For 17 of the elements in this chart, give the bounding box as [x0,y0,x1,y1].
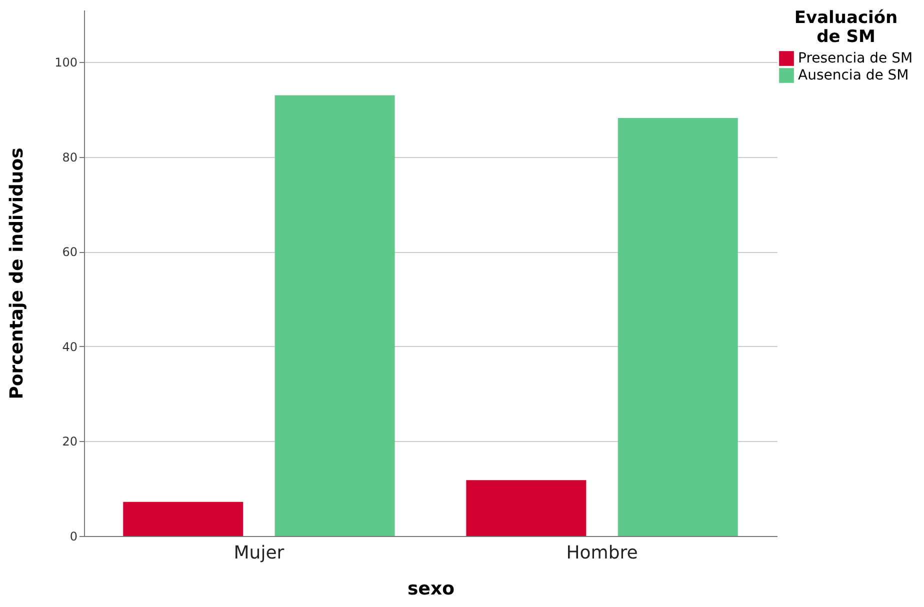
bar [123,502,244,536]
legend-label: Ausencia de SM [798,68,909,84]
x-axis-title: sexo [408,578,454,600]
x-tick-label: Hombre [566,542,638,564]
bar [274,95,395,536]
legend-label: Presencia de SM [798,50,913,66]
legend-title: Evaluación de SM [794,8,898,47]
bar [466,480,586,536]
y-tick-label: 60 [62,245,78,260]
y-tick-label: 100 [54,56,78,70]
y-axis-title: Porcentaje de individuos [6,148,28,400]
y-tick-label: 40 [62,340,78,354]
y-tick-label: 0 [70,530,78,544]
y-tick-label: 80 [62,150,78,164]
y-tick-label: 20 [62,434,78,449]
bar [618,118,738,536]
x-tick-label: Mujer [234,542,285,564]
